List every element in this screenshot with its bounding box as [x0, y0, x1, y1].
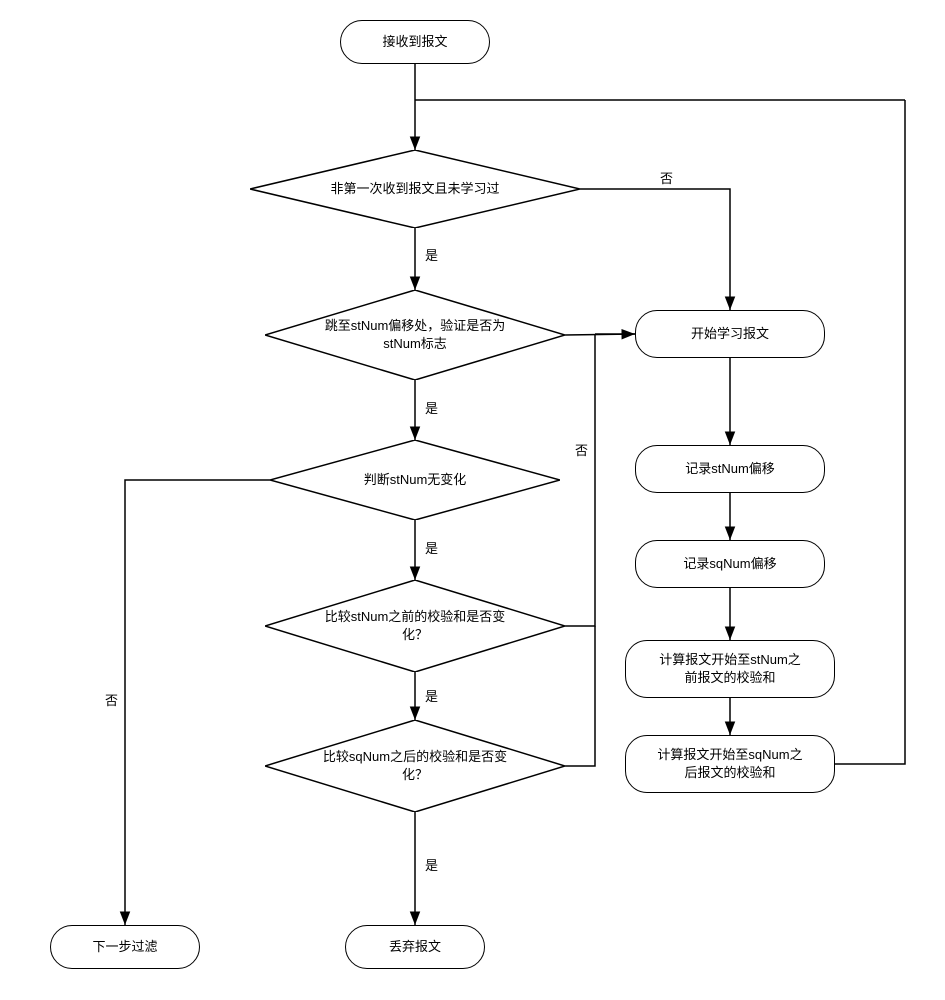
edge-label-no-d2d4d5: 否 [575, 440, 588, 459]
process-calc-checksum-after-label: 计算报文开始至sqNum之 后报文的校验和 [657, 746, 802, 782]
decision-checksum-before-stnum: 比较stNum之前的校验和是否变 化？ [265, 580, 565, 672]
process-calc-checksum-after: 计算报文开始至sqNum之 后报文的校验和 [625, 735, 835, 793]
terminal-discard: 丢弃报文 [345, 925, 485, 969]
start-node: 接收到报文 [340, 20, 490, 64]
decision-first-receive: 非第一次收到报文且未学习过 [250, 150, 580, 228]
edge-label-yes-3: 是 [425, 538, 438, 557]
edge-label-no-d1: 否 [660, 168, 673, 187]
decision-checksum-after-sqnum-label: 比较sqNum之后的校验和是否变 化？ [265, 748, 565, 783]
edge-label-yes-2: 是 [425, 398, 438, 417]
decision-first-receive-label: 非第一次收到报文且未学习过 [250, 180, 580, 198]
decision-checksum-after-sqnum: 比较sqNum之后的校验和是否变 化？ [265, 720, 565, 812]
start-label: 接收到报文 [382, 33, 447, 51]
process-calc-checksum-before: 计算报文开始至stNum之 前报文的校验和 [625, 640, 835, 698]
decision-checksum-before-stnum-label: 比较stNum之前的校验和是否变 化？ [265, 608, 565, 643]
edge-label-yes-1: 是 [425, 245, 438, 264]
decision-stnum-unchanged: 判断stNum无变化 [270, 440, 560, 520]
decision-stnum-unchanged-label: 判断stNum无变化 [270, 471, 560, 489]
terminal-discard-label: 丢弃报文 [389, 938, 441, 956]
decision-stnum-offset-label: 跳至stNum偏移处，验证是否为 stNum标志 [265, 317, 565, 352]
edge-label-yes-5: 是 [425, 855, 438, 874]
process-record-sqnum-label: 记录sqNum偏移 [683, 555, 776, 573]
decision-stnum-offset: 跳至stNum偏移处，验证是否为 stNum标志 [265, 290, 565, 380]
process-record-sqnum: 记录sqNum偏移 [635, 540, 825, 588]
process-record-stnum: 记录stNum偏移 [635, 445, 825, 493]
terminal-next-filter: 下一步过滤 [50, 925, 200, 969]
terminal-next-filter-label: 下一步过滤 [92, 938, 157, 956]
process-start-learning-label: 开始学习报文 [691, 325, 769, 343]
edge-label-yes-4: 是 [425, 686, 438, 705]
process-record-stnum-label: 记录stNum偏移 [685, 460, 775, 478]
edge-label-no-d3: 否 [105, 690, 118, 709]
process-calc-checksum-before-label: 计算报文开始至stNum之 前报文的校验和 [659, 651, 801, 687]
process-start-learning: 开始学习报文 [635, 310, 825, 358]
